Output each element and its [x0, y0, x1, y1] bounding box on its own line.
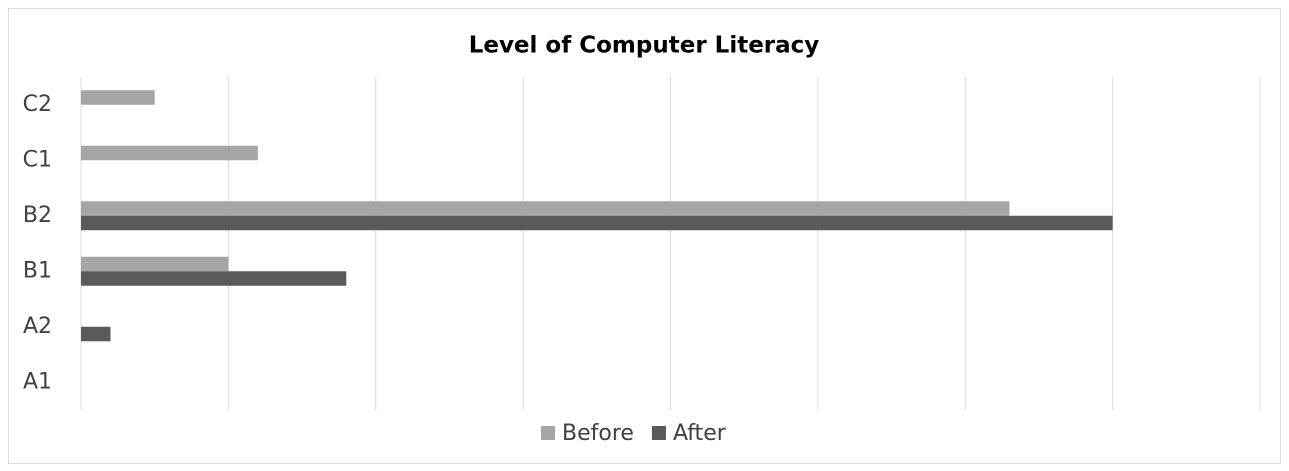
legend-label: Before [562, 421, 634, 446]
chart-border [8, 8, 1281, 464]
y-tick-label: C2 [23, 92, 52, 117]
bar [81, 256, 229, 272]
y-tick-label: A2 [23, 314, 52, 339]
y-tick-label: C1 [23, 147, 52, 172]
chart-title: Level of Computer Literacy [469, 33, 820, 59]
bar [81, 271, 347, 286]
bar [81, 201, 1010, 216]
bar [81, 215, 1113, 231]
legend-swatch [651, 426, 666, 440]
bar [81, 145, 258, 161]
y-tick-label: A1 [23, 369, 52, 394]
bar [81, 326, 111, 342]
y-tick-label: B2 [23, 203, 52, 228]
legend-swatch [541, 426, 555, 440]
legend-label: After [673, 421, 727, 446]
y-tick-label: B1 [23, 258, 52, 283]
bar [81, 90, 155, 105]
